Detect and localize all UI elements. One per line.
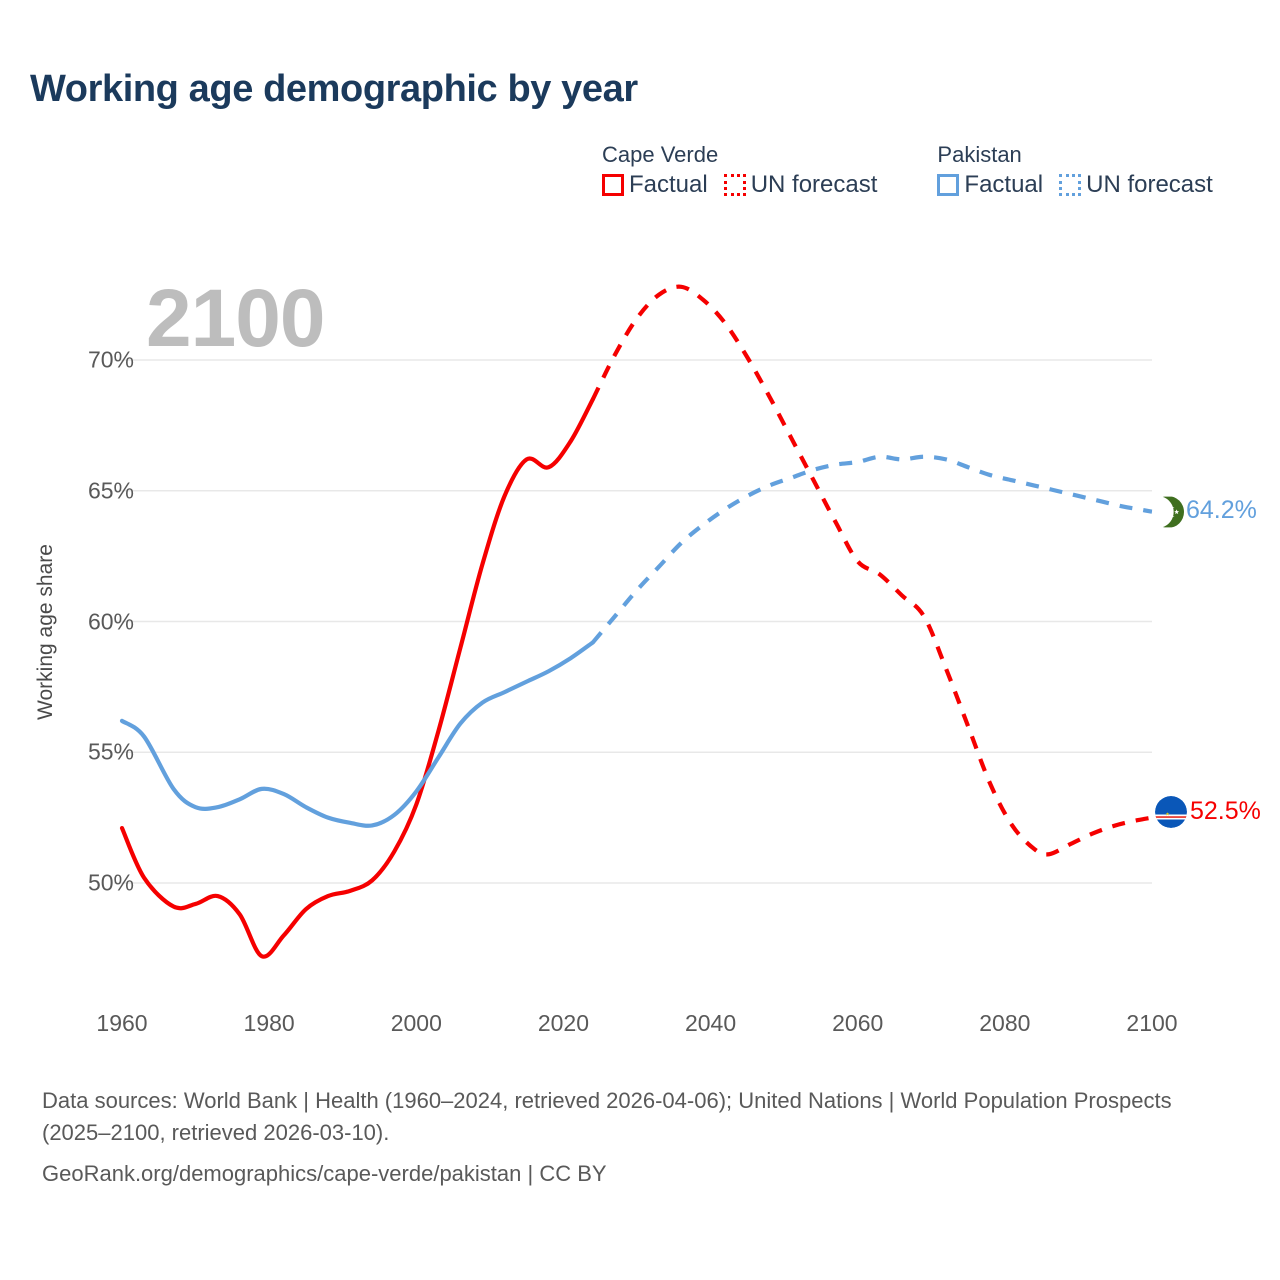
x-axis-tick-label: 2020 bbox=[537, 1010, 590, 1036]
pakistan-end-value: 64.2% bbox=[1186, 496, 1257, 524]
y-axis-tick-label: 65% bbox=[87, 477, 134, 504]
page-title: Working age demographic by year bbox=[30, 68, 638, 110]
series-line-forecast-cape-verde bbox=[590, 284, 1153, 857]
x-axis-tick-label: 1980 bbox=[243, 1010, 295, 1036]
watermark-year: 2100 bbox=[146, 273, 325, 364]
series-line-factual-pakistan bbox=[119, 640, 595, 828]
x-axis-tick-label: 2060 bbox=[832, 1010, 884, 1036]
x-axis-tick-label: 2000 bbox=[390, 1010, 442, 1036]
chart-canvas bbox=[114, 284, 1153, 959]
legend-item-pakistan-factual[interactable]: Factual bbox=[937, 173, 1043, 197]
chart-legend: Cape Verde Factual UN forecast Pakistan … bbox=[602, 142, 1213, 197]
legend-item-cape-verde-forecast[interactable]: UN forecast bbox=[723, 171, 878, 199]
cape-verde-end-value: 52.5% bbox=[1190, 797, 1261, 825]
legend-swatch-dotted-icon bbox=[723, 174, 746, 197]
legend-entries-pakistan: Factual UN forecast bbox=[937, 173, 1213, 197]
legend-item-pakistan-forecast[interactable]: UN forecast bbox=[1059, 173, 1213, 197]
y-axis-tick-label: 50% bbox=[87, 869, 134, 896]
legend-group-title-pakistan: Pakistan bbox=[937, 142, 1022, 167]
y-axis-tick-label: 60% bbox=[87, 608, 134, 634]
footer-url: GeoRank.org/demographics/cape-verde/paki… bbox=[42, 1160, 607, 1186]
legend-label-pakistan-forecast: UN forecast bbox=[1086, 171, 1213, 199]
cape-verde-flag-icon bbox=[1155, 796, 1187, 828]
legend-group-title-cape-verde: Cape Verde bbox=[602, 142, 719, 167]
y-axis-tick-label: 70% bbox=[87, 346, 134, 373]
legend-entries-cape-verde: Factual UN forecast bbox=[602, 173, 877, 197]
line-chart: 2100 Working age share 50% 55% 60% 65% 70% 19… bbox=[34, 273, 1261, 1037]
series-line-factual-cape-verde bbox=[119, 397, 595, 959]
legend-label-cape-verde-forecast: UN forecast bbox=[750, 171, 878, 199]
legend-item-cape-verde-factual[interactable]: Factual bbox=[602, 173, 708, 197]
legend-group-pakistan: Pakistan Factual UN forecast bbox=[937, 142, 1213, 197]
pakistan-flag-icon bbox=[1152, 496, 1184, 528]
x-axis-tick-label: 2100 bbox=[1126, 1010, 1178, 1036]
series-line-forecast-pakistan bbox=[591, 454, 1153, 644]
legend-label-pakistan-factual: Factual bbox=[964, 171, 1044, 199]
legend-swatch-solid-icon bbox=[937, 174, 960, 197]
legend-swatch-dotted-icon bbox=[1059, 174, 1082, 197]
x-axis-tick-label: 2040 bbox=[684, 1010, 737, 1036]
y-axis-tick-label: 55% bbox=[87, 738, 134, 765]
x-axis-tick-label: 2080 bbox=[979, 1010, 1031, 1036]
footer-sources: Data sources: World Bank | Health (1960–… bbox=[42, 1088, 1172, 1145]
legend-swatch-solid-icon bbox=[602, 174, 624, 197]
legend-label-cape-verde-factual: Factual bbox=[629, 171, 708, 199]
legend-group-cape-verde: Cape Verde Factual UN forecast bbox=[602, 142, 877, 197]
footer: Data sources: World Bank | Health (1960–… bbox=[42, 1085, 1222, 1190]
x-axis-tick-label: 1960 bbox=[96, 1010, 148, 1036]
